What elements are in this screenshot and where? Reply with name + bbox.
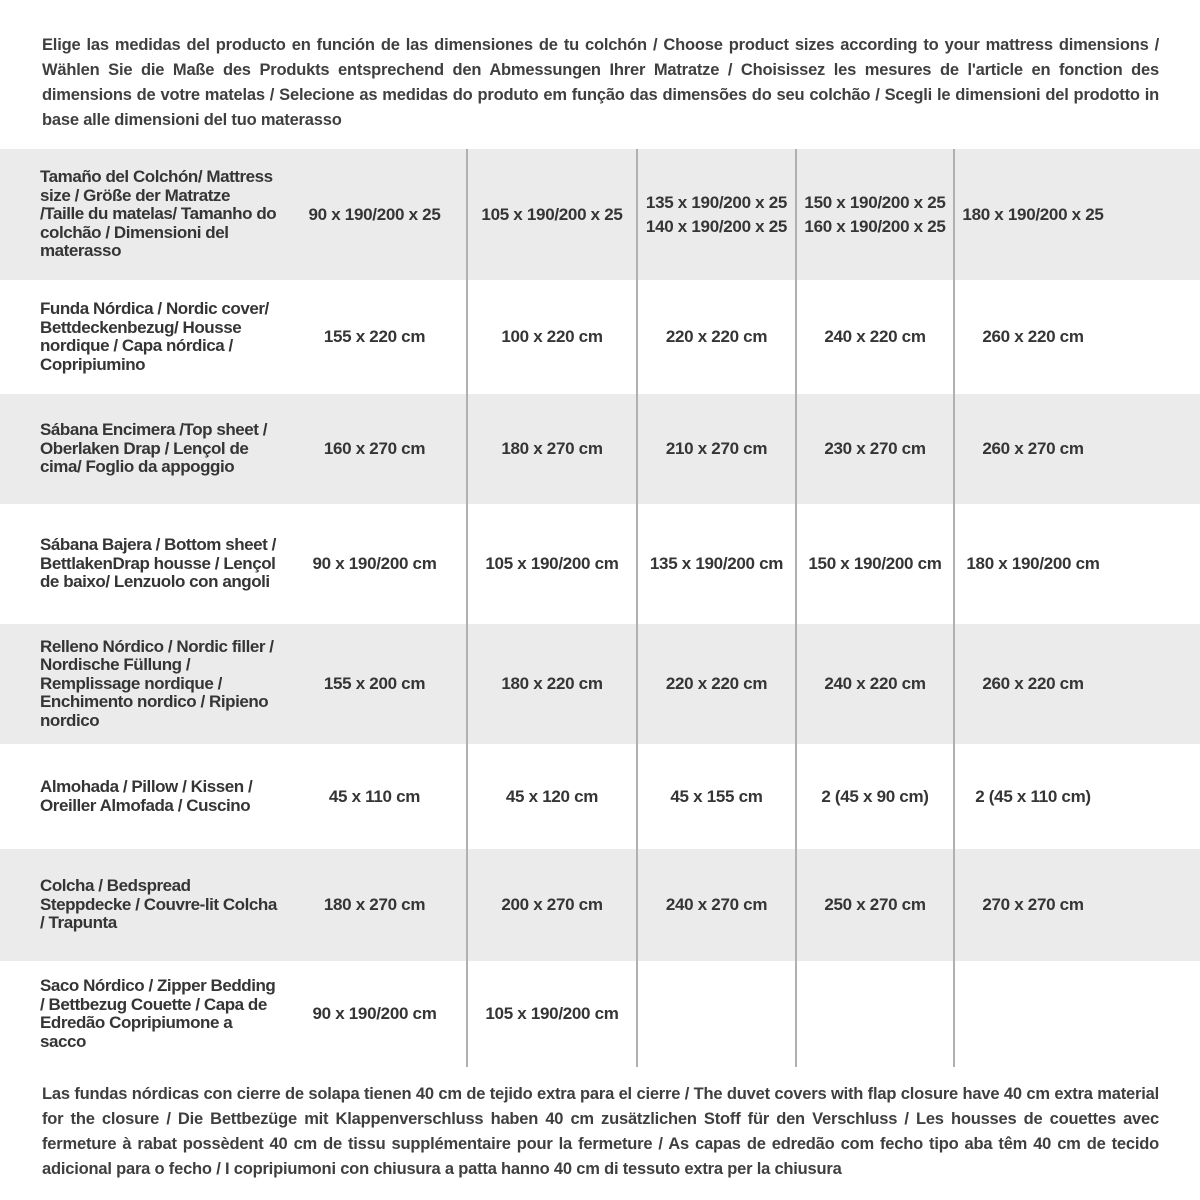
size-cell: 180 x 270 cm xyxy=(323,895,426,914)
row-label: Tamaño del Colchón/ Mattress size / Größ… xyxy=(40,167,277,261)
size-cell: 45 x 110 cm xyxy=(328,786,421,806)
size-cell: 105 x 190/200 cm xyxy=(466,961,636,1067)
row-label: Funda Nórdica / Nordic cover/ Bettdecken… xyxy=(40,299,269,374)
size-cell: 2 (45 x 90 cm) xyxy=(795,744,953,849)
intro-text: Elige las medidas del producto en funció… xyxy=(42,36,1159,129)
row-filler xyxy=(1111,504,1200,624)
table-row-bottom-sheet: Sábana Bajera / Bottom sheet / Bettlaken… xyxy=(0,504,1200,624)
size-cell: 180 x 220 cm xyxy=(466,624,636,744)
size-cell: 210 x 270 cm xyxy=(636,394,795,504)
size-cell: 250 x 270 cm xyxy=(795,849,953,961)
row-filler xyxy=(1111,849,1200,961)
size-cell: 260 x 270 cm xyxy=(953,394,1111,504)
row-label: Relleno Nórdico / Nordic filler / Nordis… xyxy=(40,636,274,730)
size-cell xyxy=(636,961,795,1067)
size-cell: 160 x 270 cm xyxy=(323,439,426,458)
size-cell: 230 x 270 cm xyxy=(795,394,953,504)
size-cell: 90 x 190/200 x 25 xyxy=(308,204,441,224)
row-filler xyxy=(1111,624,1200,744)
size-cell: 150 x 190/200 x 25 160 x 190/200 x 25 xyxy=(795,149,953,280)
table-row-mattress-size: Tamaño del Colchón/ Mattress size / Größ… xyxy=(0,149,1200,280)
size-cell: 90 x 190/200 cm xyxy=(312,1004,437,1023)
row-filler xyxy=(1111,149,1200,280)
size-cell: 200 x 270 cm xyxy=(466,849,636,961)
size-cell: 135 x 190/200 cm xyxy=(636,504,795,624)
row-label: Almohada / Pillow / Kissen / Oreiller Al… xyxy=(40,777,253,815)
row-label: Colcha / Bedspread Steppdecke / Couvre-l… xyxy=(40,876,277,933)
row-label: Sábana Encimera /Top sheet / Oberlaken D… xyxy=(40,420,268,477)
size-cell: 105 x 190/200 x 25 xyxy=(466,149,636,280)
size-cell: 220 x 220 cm xyxy=(636,624,795,744)
row-filler xyxy=(1111,961,1200,1067)
size-cell: 180 x 270 cm xyxy=(466,394,636,504)
table-row-zipper-bedding: Saco Nórdico / Zipper Bedding / Bettbezu… xyxy=(0,961,1200,1067)
row-filler xyxy=(1111,394,1200,504)
size-cell xyxy=(795,961,953,1067)
size-cell: 45 x 155 cm xyxy=(636,744,795,849)
size-cell: 155 x 220 cm xyxy=(323,327,426,346)
size-cell: 240 x 220 cm xyxy=(795,624,953,744)
size-cell: 220 x 220 cm xyxy=(636,280,795,394)
table-row-nordic-filler: Relleno Nórdico / Nordic filler / Nordis… xyxy=(0,624,1200,744)
size-cell: 180 x 190/200 x 25 xyxy=(953,149,1111,280)
size-cell: 240 x 220 cm xyxy=(795,280,953,394)
size-cell: 45 x 120 cm xyxy=(466,744,636,849)
footnote-text: Las fundas nórdicas con cierre de solapa… xyxy=(42,1085,1159,1178)
size-cell: 135 x 190/200 x 25 140 x 190/200 x 25 xyxy=(636,149,795,280)
size-cell: 150 x 190/200 cm xyxy=(795,504,953,624)
size-cell: 2 (45 x 110 cm) xyxy=(953,744,1111,849)
size-table: Tamaño del Colchón/ Mattress size / Größ… xyxy=(0,149,1200,1067)
size-cell: 100 x 220 cm xyxy=(466,280,636,394)
size-cell xyxy=(953,961,1111,1067)
size-cell: 260 x 220 cm xyxy=(953,280,1111,394)
table-row-top-sheet: Sábana Encimera /Top sheet / Oberlaken D… xyxy=(0,394,1200,504)
row-label: Sábana Bajera / Bottom sheet / Bettlaken… xyxy=(40,535,276,592)
row-filler xyxy=(1111,280,1200,394)
table-row-nordic-cover: Funda Nórdica / Nordic cover/ Bettdecken… xyxy=(0,280,1200,394)
size-cell: 270 x 270 cm xyxy=(953,849,1111,961)
row-filler xyxy=(1111,744,1200,849)
row-label: Saco Nórdico / Zipper Bedding / Bettbezu… xyxy=(40,976,276,1051)
size-cell: 180 x 190/200 cm xyxy=(953,504,1111,624)
size-cell: 240 x 270 cm xyxy=(636,849,795,961)
size-cell: 90 x 190/200 cm xyxy=(312,554,437,573)
size-cell: 260 x 220 cm xyxy=(953,624,1111,744)
table-row-bedspread: Colcha / Bedspread Steppdecke / Couvre-l… xyxy=(0,849,1200,961)
size-cell: 155 x 200 cm xyxy=(323,674,426,693)
table-row-pillow: Almohada / Pillow / Kissen / Oreiller Al… xyxy=(0,744,1200,849)
size-cell: 105 x 190/200 cm xyxy=(466,504,636,624)
